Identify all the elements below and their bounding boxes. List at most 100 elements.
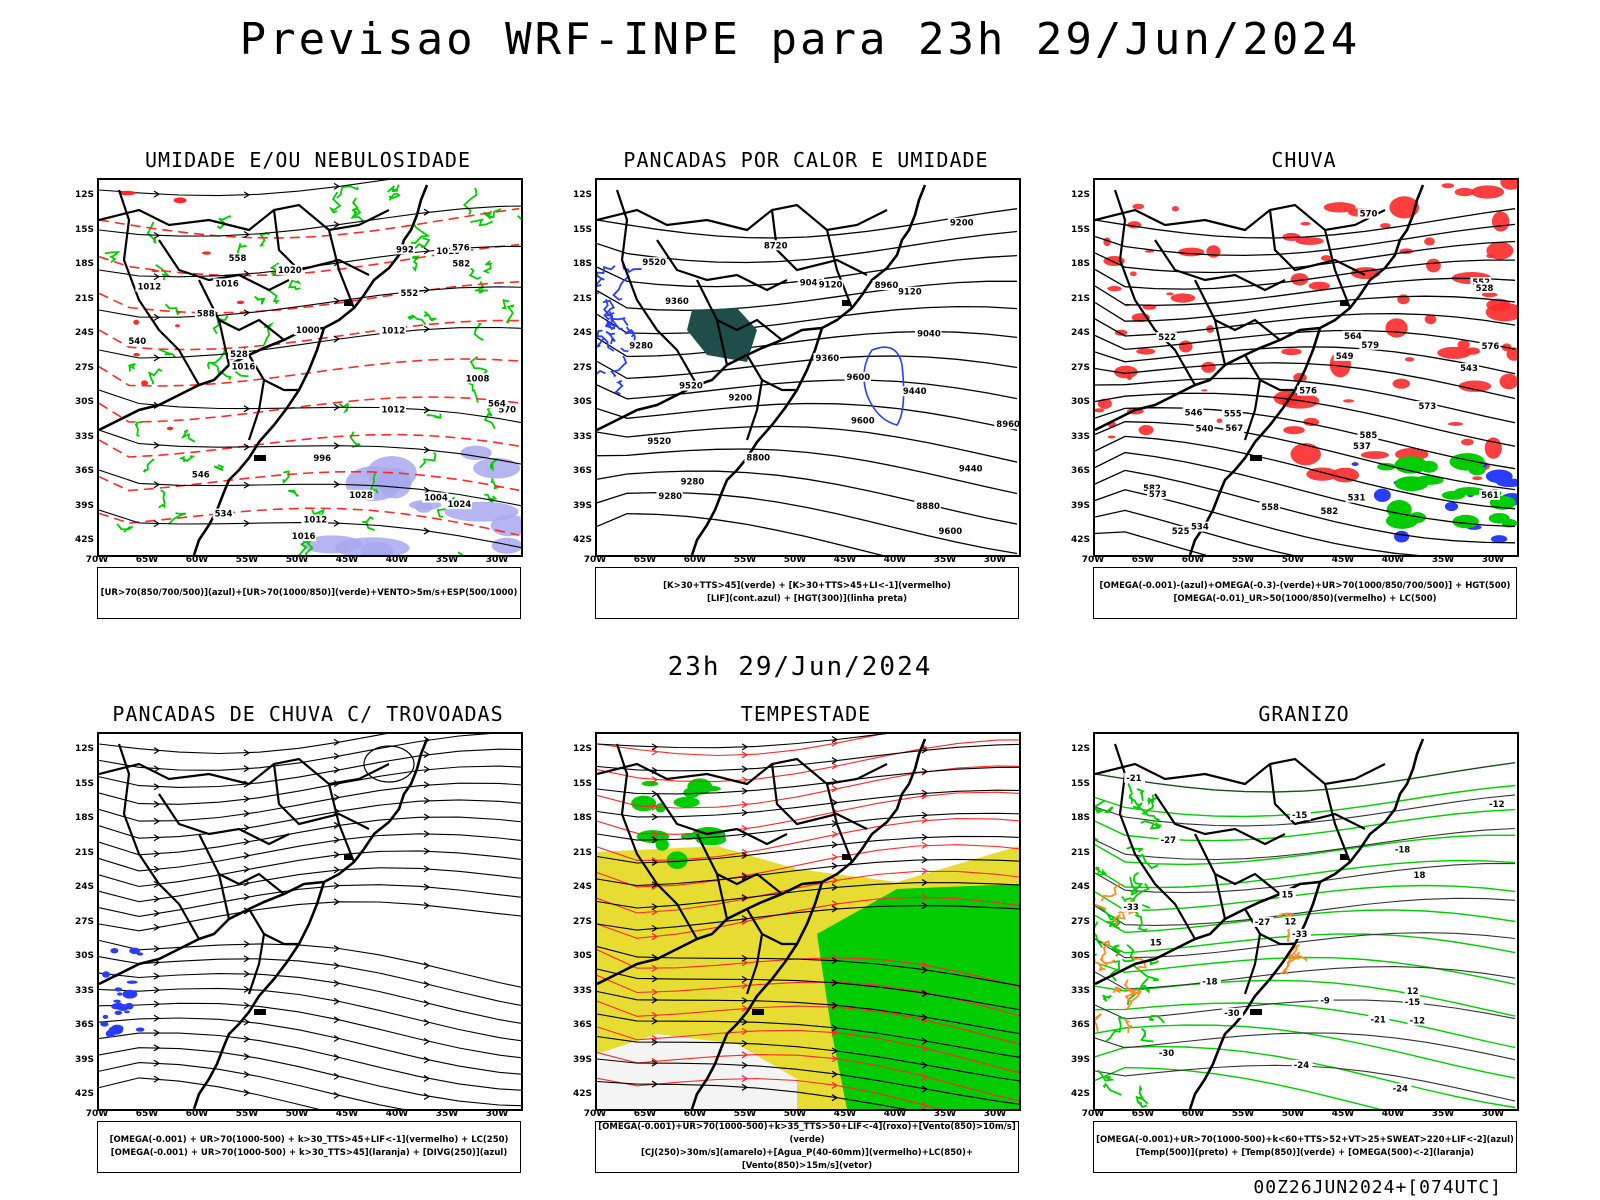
latitude-tick-label: 42S — [1070, 535, 1090, 545]
latitude-tick-label: 33S — [74, 985, 94, 996]
latitude-tick-label: 27S — [1070, 362, 1090, 373]
contour-label: 570 — [498, 406, 516, 416]
contour-label: -27 — [1161, 836, 1176, 846]
contour-label: -24 — [1294, 1061, 1309, 1071]
longitude-tick-label: 35W — [1431, 555, 1455, 565]
latitude-tick-label: 33S — [572, 431, 592, 442]
longitude-tick-label: 60W — [185, 1109, 209, 1119]
longitude-tick-label: 35W — [435, 1109, 459, 1119]
contour-label: 1020 — [278, 266, 302, 276]
latitude-tick-label: 42S — [572, 1089, 592, 1099]
latitude-tick-label: 21S — [572, 293, 592, 304]
latitude-tick-label: 30S — [1070, 397, 1090, 407]
contour-label: 1012 — [381, 326, 405, 336]
contour-label: 9600 — [851, 417, 875, 427]
contour-label: 540 — [128, 337, 146, 347]
contour-label: 9280 — [658, 492, 682, 502]
contour-label: 9520 — [679, 382, 703, 392]
latitude-tick-label: 21S — [572, 847, 592, 858]
contour-label: 8800 — [746, 454, 770, 464]
latitude-tick-label: 30S — [572, 951, 592, 961]
longitude-tick-label: 65W — [633, 1109, 657, 1119]
map-canvas: 1012 101610121012101610161012101657657056… — [99, 180, 521, 555]
longitude-tick-label: 70W — [1081, 1109, 1105, 1119]
latitude-tick-label: 39S — [1070, 500, 1090, 511]
contour-label: 582 — [452, 260, 470, 270]
contour-label: 1016 — [436, 247, 460, 257]
map-canvas — [597, 734, 1019, 1109]
contour-label: 1004 — [424, 494, 448, 504]
longitude-tick-label: 60W — [185, 555, 209, 565]
latitude-tick-label: 39S — [572, 1054, 592, 1065]
contour-label: -21 — [1126, 774, 1141, 784]
forecast-time-title: 23h 29/Jun/2024 — [667, 652, 933, 682]
contour-label: 525 — [1172, 527, 1190, 537]
contour-label: 1024 — [448, 500, 472, 510]
longitude-tick-label: 60W — [683, 1109, 707, 1119]
legend-line: [K>30+TTS>45](verde) + [K>30+TTS>45+LI<-… — [663, 581, 951, 591]
legend-line: [OMEGA(-0.001)+UR>70(1000-500)+k<60+TTS>… — [1096, 1135, 1514, 1145]
map-canvas — [99, 734, 521, 1109]
panel-title: TEMPESTADE — [740, 702, 872, 726]
latitude-tick-label: 36S — [1070, 466, 1090, 476]
panel-title: CHUVA — [1271, 148, 1337, 172]
contour-label: 564 — [1344, 332, 1362, 342]
legend-line: [OMEGA(-0.001) + UR>70(1000-500) + k>30_… — [109, 1135, 509, 1145]
contour-label: -30 — [1159, 1049, 1174, 1059]
contour-label: -33 — [1292, 930, 1307, 940]
contour-label: 9520 — [647, 437, 671, 447]
longitude-tick-label: 60W — [1181, 555, 1205, 565]
latitude-tick-label: 30S — [74, 397, 94, 407]
latitude-tick-label: 24S — [572, 328, 592, 338]
panel-title: PANCADAS POR CALOR E UMIDADE — [623, 148, 989, 172]
latitude-tick-label: 39S — [74, 1054, 94, 1065]
contour-label: 1000 — [296, 326, 320, 336]
contour-label: 9040 — [800, 278, 824, 288]
longitude-tick-label: 45W — [833, 1109, 857, 1119]
weather-map: 5855825825795765735705675645615585555525… — [1093, 178, 1519, 557]
contour-label: -18 — [1395, 845, 1410, 855]
longitude-tick-label: 45W — [833, 555, 857, 565]
contour-label: 588 — [197, 309, 215, 319]
latitude-tick-label: 27S — [74, 916, 94, 927]
panel-title: UMIDADE E/OU NEBULOSIDADE — [144, 148, 472, 172]
latitude-tick-label: 12S — [1070, 190, 1090, 200]
contour-label: -24 — [1393, 1084, 1408, 1094]
contour-label: -12 — [1410, 1016, 1425, 1026]
contour-label: 570 — [1360, 210, 1378, 220]
contour-label: -21 — [1370, 1015, 1385, 1025]
contour-label: 9280 — [629, 341, 653, 351]
contour-label: 546 — [192, 471, 210, 481]
contour-label: 1012 — [137, 283, 161, 293]
contour-label: 528 — [1476, 284, 1494, 294]
contour-label: 9040 — [917, 330, 941, 340]
longitude-tick-label: 70W — [85, 1109, 109, 1119]
contour-label: 9600 — [847, 373, 871, 383]
longitude-tick-label: 60W — [1181, 1109, 1205, 1119]
longitude-tick-label: 70W — [85, 555, 109, 565]
latitude-tick-label: 24S — [1070, 328, 1090, 338]
legend-line: [OMEGA(-0.001)-(azul)+OMEGA(-0.3)-(verde… — [1099, 581, 1511, 591]
contour-label: -9 — [1320, 996, 1330, 1006]
latitude-tick-label: 24S — [74, 328, 94, 338]
contour-label: 1008 — [466, 374, 490, 384]
longitude-tick-label: 45W — [1331, 1109, 1355, 1119]
latitude-tick-label: 12S — [572, 744, 592, 754]
latitude-tick-label: 12S — [74, 190, 94, 200]
contour-label: 546 — [1185, 409, 1203, 419]
contour-label: 534 — [215, 510, 233, 520]
panel-legend: [OMEGA(-0.001) + UR>70(1000-500) + k>30_… — [97, 1121, 521, 1173]
latitude-tick-label: 33S — [572, 985, 592, 996]
latitude-tick-label: 18S — [572, 813, 592, 823]
latitude-tick-label: 36S — [572, 1020, 592, 1030]
weather-map: -9-12-15-18-21-24-27-30-33121518-9-12-15… — [1093, 732, 1519, 1111]
latitude-tick-label: 24S — [1070, 882, 1090, 892]
panel-title: PANCADAS DE CHUVA C/ TROVOADAS — [112, 702, 504, 726]
contour-label: 1016 — [232, 362, 256, 372]
contour-label: 561 — [1481, 491, 1499, 501]
latitude-tick-label: 42S — [74, 535, 94, 545]
contour-label: 9440 — [903, 387, 927, 397]
contour-label: -15 — [1292, 811, 1307, 821]
contour-label: 9200 — [729, 393, 753, 403]
contour-label: 552 — [400, 289, 418, 299]
